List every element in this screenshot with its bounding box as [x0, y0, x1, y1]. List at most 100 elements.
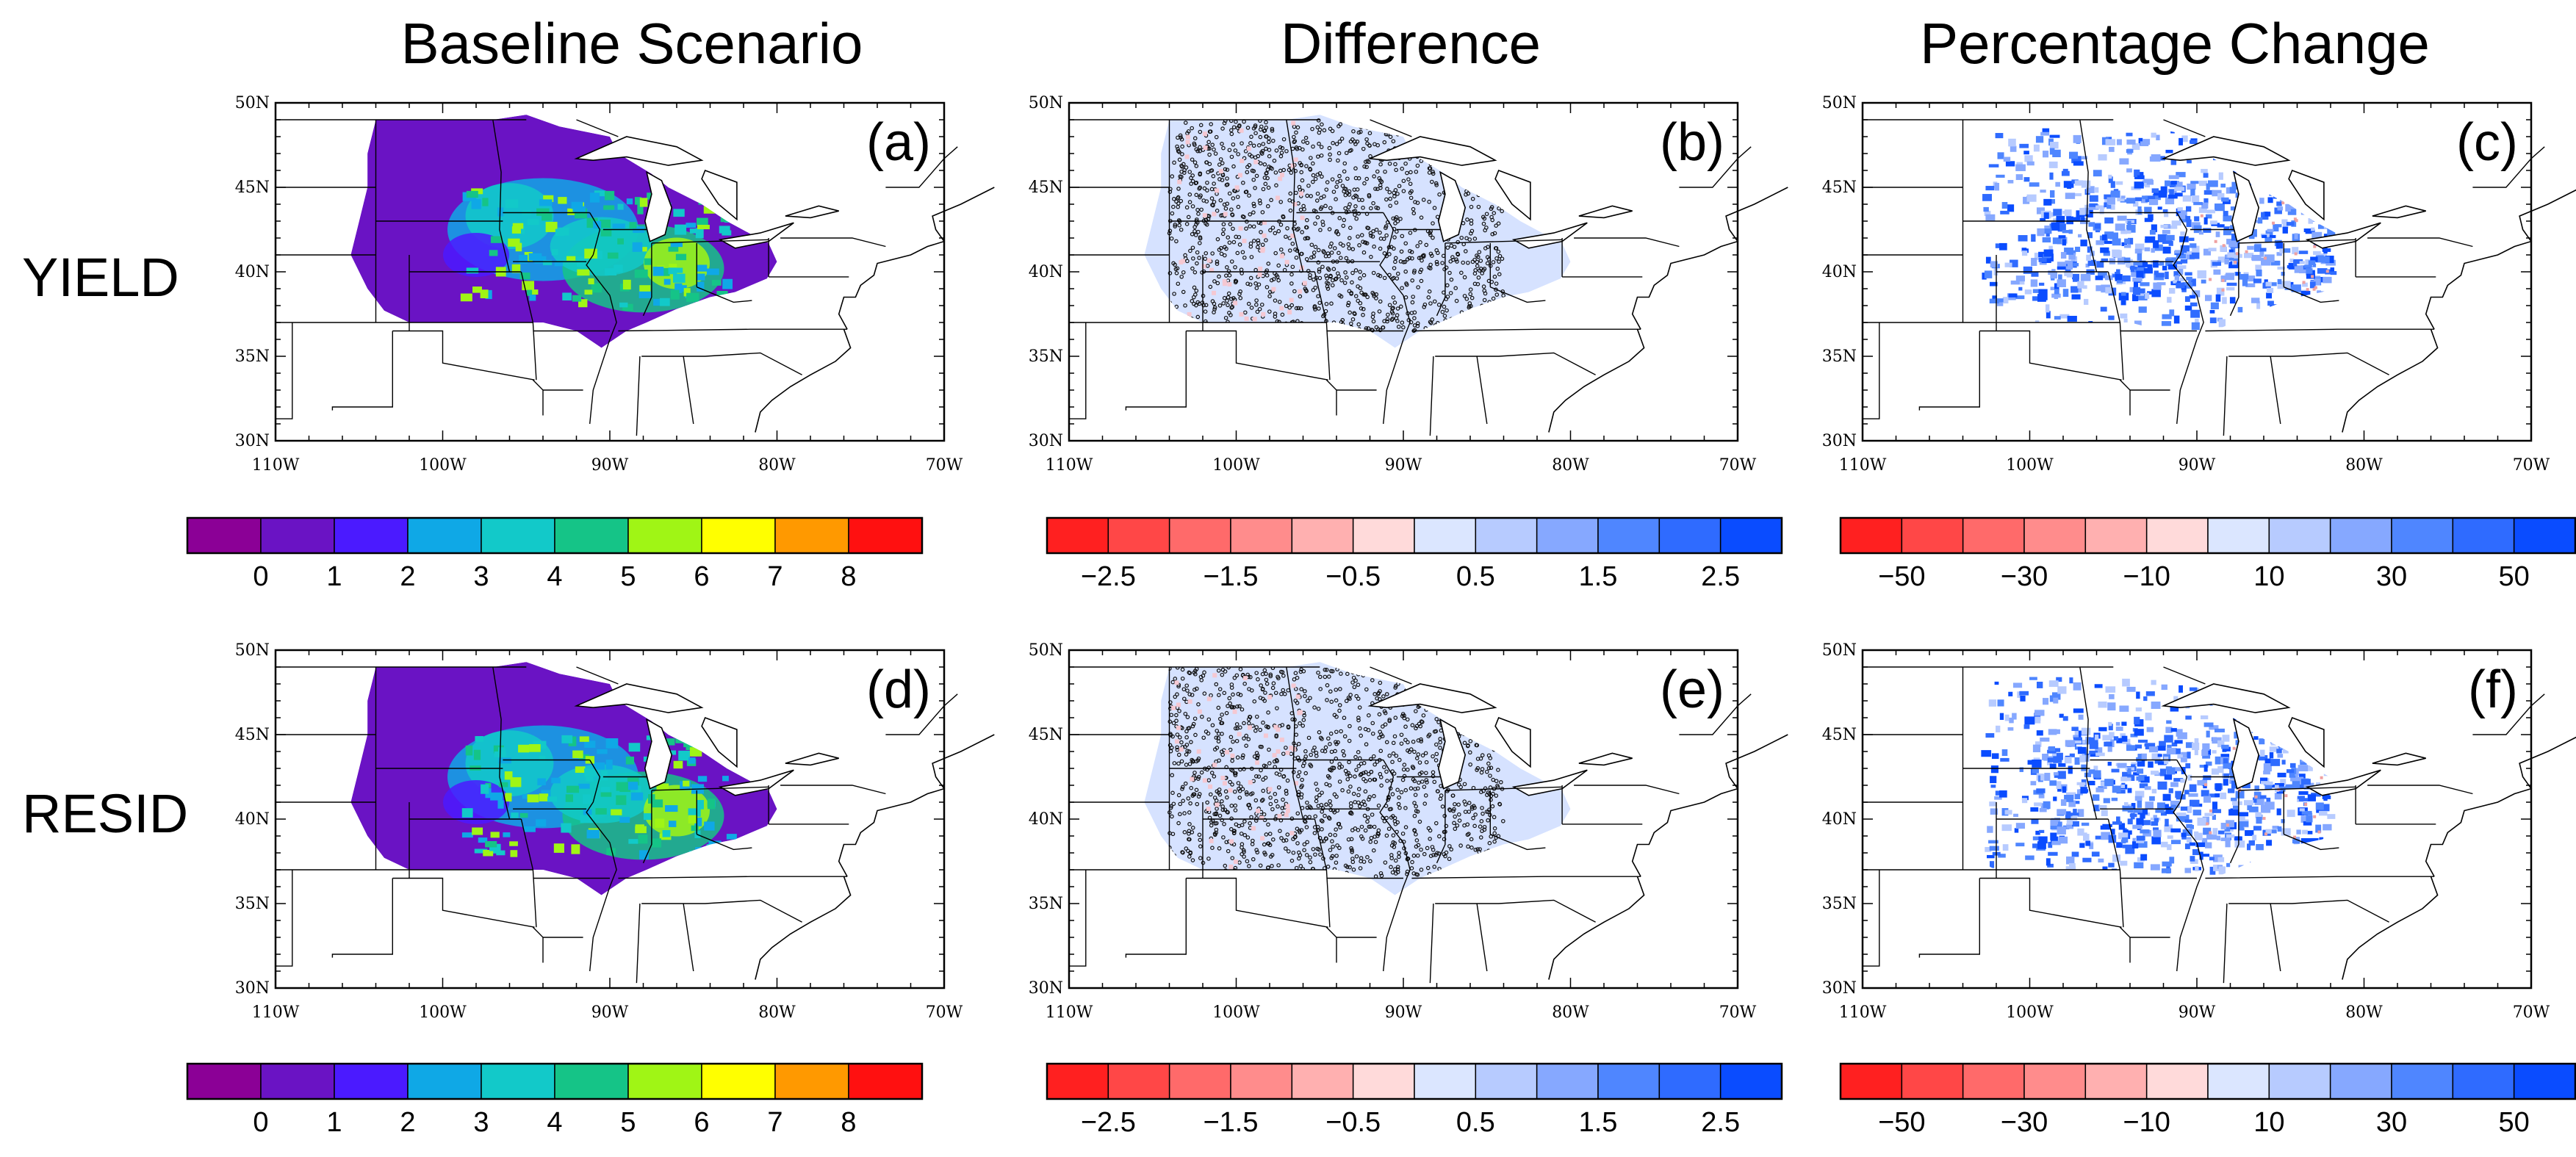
lat-label: 35N: [1822, 895, 1857, 913]
colorbar-label: −0.5: [1325, 1107, 1381, 1138]
panel-letter: (b): [1660, 113, 1724, 172]
lon-label: 70W: [1719, 456, 1757, 475]
colorbar-segment: [2268, 1063, 2331, 1100]
state-boundary: [1125, 331, 1187, 411]
state-boundary: [1429, 356, 1434, 436]
state-boundary: [2079, 119, 2098, 273]
map-panel-1: 50N 45N 40N 35N 30N 110W 100W 90W 80W 70W (b): [1029, 94, 1788, 475]
lon-label: 70W: [926, 1003, 963, 1022]
state-boundary: [641, 899, 802, 923]
colorbar-segment: [1658, 517, 1721, 554]
state-boundary: [641, 352, 802, 375]
state-boundary: [576, 119, 619, 137]
colorbar-frame: [1839, 516, 2576, 555]
lon-label: 90W: [591, 1003, 629, 1022]
state-boundary: [1286, 666, 1304, 820]
state-boundary: [697, 286, 752, 303]
state-boundary: [2229, 790, 2239, 864]
colorbar-label: 1.5: [1579, 1107, 1618, 1138]
lon-label: 80W: [2345, 456, 2383, 475]
colorbar-label: 0.5: [1456, 561, 1495, 592]
colorbar-label: −10: [2123, 561, 2170, 592]
colorbar-label: 5: [620, 1107, 636, 1138]
state-boundary: [1490, 286, 1546, 303]
colorbar-frame: [1839, 1062, 2576, 1100]
state-boundary: [2238, 239, 2356, 244]
great-lake: [2231, 170, 2260, 242]
great-lake: [1367, 683, 1497, 713]
lon-label: 70W: [2513, 1003, 2550, 1022]
lat-label: 50N: [1822, 641, 1857, 660]
coastline: [2342, 876, 2439, 980]
lon-label: 70W: [2513, 456, 2550, 475]
lon-label: 110W: [1839, 1003, 1887, 1022]
lat-label: 40N: [235, 810, 270, 829]
colorbar-label: 8: [841, 561, 856, 592]
colorbar-label: −2.5: [1081, 561, 1136, 592]
coastline: [755, 876, 852, 980]
colorbar-segment: [2452, 517, 2515, 554]
colorbar-label: 1.5: [1579, 561, 1618, 592]
colorbar-label: 1: [326, 1107, 342, 1138]
colorbar-label: 0: [253, 1107, 268, 1138]
great-lake: [2372, 205, 2426, 219]
panel-letter: (a): [866, 113, 931, 172]
lon-label: 90W: [591, 456, 629, 475]
colorbar-segment: [1901, 1063, 1964, 1100]
great-lake: [2161, 683, 2291, 713]
colorbar-segment: [2391, 517, 2454, 554]
coastline: [1548, 876, 1645, 980]
lat-label: 30N: [1822, 432, 1857, 450]
colorbar-label: 5: [620, 561, 636, 592]
column-title-difference: Difference: [1280, 11, 1541, 76]
state-boundary: [1574, 785, 1680, 795]
coastline: [838, 734, 995, 877]
data-field: [350, 115, 777, 348]
lon-label: 100W: [419, 1003, 467, 1022]
colorbar-label: 8: [841, 1107, 856, 1138]
state-boundary: [586, 212, 617, 425]
lat-label: 40N: [1029, 810, 1063, 829]
great-lake: [644, 718, 673, 790]
state-boundary: [683, 903, 694, 972]
great-lake: [644, 170, 673, 242]
state-boundary: [1476, 356, 1488, 425]
colorbar-frame: [186, 516, 924, 555]
state-boundary: [2284, 286, 2339, 303]
coastline: [1548, 328, 1645, 433]
lat-label: 35N: [1822, 347, 1857, 366]
panel-letter: (d): [866, 660, 931, 719]
great-lake: [574, 683, 704, 713]
colorbar-segment: [774, 517, 849, 554]
colorbar-label: −50: [1878, 1107, 1925, 1138]
colorbar-segment: [1962, 1063, 2025, 1100]
state-boundary: [1979, 330, 2122, 381]
colorbar-label: −50: [1878, 561, 1925, 592]
state-boundary: [2173, 760, 2204, 972]
colorbar-segment: [2145, 1063, 2209, 1100]
lat-label: 45N: [1822, 179, 1857, 197]
colorbar-segment: [1291, 517, 1354, 554]
state-boundary: [1411, 328, 1641, 332]
state-boundary: [1411, 876, 1641, 879]
state-boundary: [2223, 903, 2228, 984]
lon-label: 110W: [252, 1003, 300, 1022]
colorbar-label: 3: [473, 561, 489, 592]
colorbar-label: 6: [694, 1107, 709, 1138]
lat-label: 35N: [1029, 895, 1063, 913]
colorbar-segment: [1414, 1063, 1477, 1100]
state-boundary: [1186, 330, 1328, 381]
state-boundary: [618, 328, 848, 332]
state-boundary: [618, 876, 848, 879]
lon-label: 80W: [2345, 1003, 2383, 1022]
lon-label: 90W: [2179, 1003, 2216, 1022]
coastline: [2425, 736, 2576, 877]
map-panel-5: 50N 45N 40N 35N 30N 110W 100W 90W 80W 70W (f): [1822, 641, 2576, 1022]
state-boundary: [492, 666, 511, 820]
column-title-percentage-change: Percentage Change: [1920, 11, 2430, 76]
lat-label: 35N: [235, 895, 270, 913]
colorbar-label: 2.5: [1701, 1107, 1740, 1138]
panel-letter: (f): [2468, 660, 2518, 719]
great-lake: [718, 769, 794, 796]
colorbar-segment: [1046, 1063, 1109, 1100]
